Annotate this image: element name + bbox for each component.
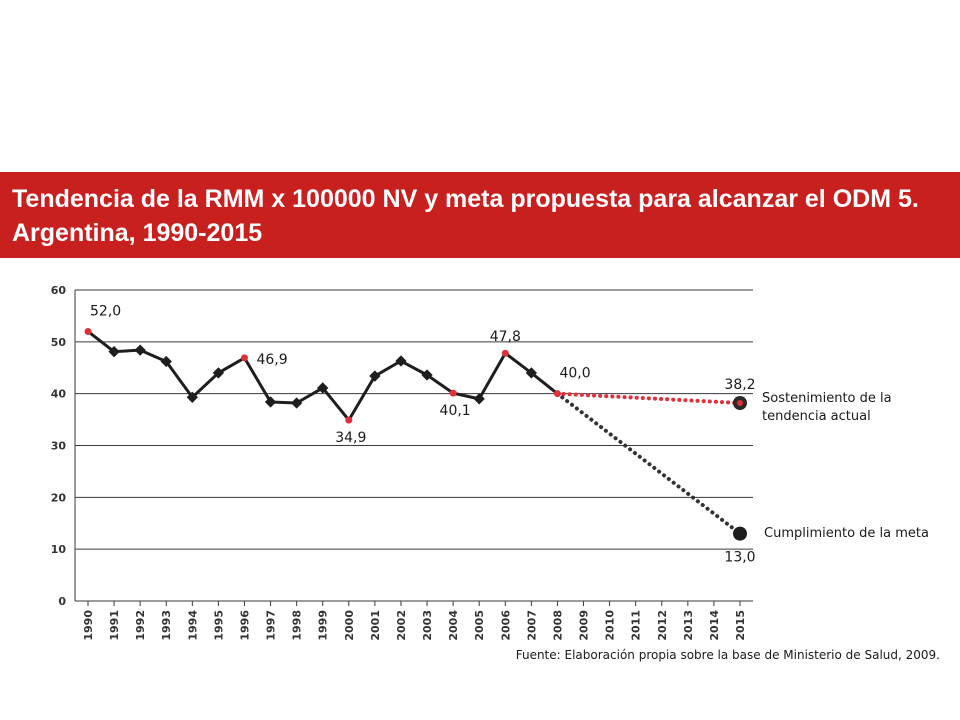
data-label: 38,2	[724, 377, 755, 393]
trend-annotation-line1: Sostenimiento de la	[762, 391, 892, 406]
y-tick-label: 10	[51, 543, 67, 556]
y-tick-label: 30	[51, 440, 67, 453]
point	[186, 391, 198, 403]
axes: 0 10 20 30 40 50 60 1990 1991 1992 1993 1994 1995 199…	[51, 284, 747, 641]
data-label: 13,0	[724, 550, 755, 566]
x-tick-label: 2014	[708, 610, 721, 641]
y-tick-label: 60	[51, 284, 67, 297]
x-tick-label: 2000	[343, 610, 356, 641]
x-tick-label: 1997	[265, 610, 278, 641]
x-tick-label: 1996	[238, 610, 251, 641]
x-tick-label: 2012	[656, 610, 669, 641]
data-label: 52,0	[90, 303, 121, 319]
point	[264, 396, 277, 408]
series-line-1	[555, 391, 742, 405]
line-chart: 0 10 20 30 40 50 60 1990 1991 1992 1993 1994 1995 199…	[51, 284, 940, 662]
x-tick-label: 1990	[82, 610, 95, 641]
x-tick-label: 2004	[447, 610, 460, 641]
x-tick-label: 1999	[317, 610, 330, 641]
x-tick-label: 2013	[682, 610, 695, 641]
x-tick-label: 2009	[578, 610, 591, 641]
data-label: 47,8	[490, 329, 521, 345]
x-tick-label: 2003	[421, 610, 434, 641]
goal-annotation: Cumplimiento de la meta	[764, 526, 929, 541]
x-tick-label: 1993	[160, 610, 173, 641]
x-tick-label: 2001	[369, 610, 382, 641]
point-highlight	[501, 349, 509, 357]
series-line-2	[555, 391, 742, 536]
y-tick-label: 50	[51, 336, 67, 349]
x-tick-label: 2008	[551, 610, 564, 641]
data-label: 34,9	[335, 430, 366, 446]
point	[421, 369, 433, 381]
point	[134, 344, 146, 356]
data-label: 46,9	[256, 352, 287, 368]
x-tick-label: 2010	[604, 610, 617, 641]
point	[473, 393, 485, 405]
gridlines	[75, 289, 753, 602]
series-line-0	[86, 329, 559, 422]
point-highlight	[449, 389, 457, 397]
data-label: 40,1	[440, 403, 471, 419]
x-tick-label: 1998	[291, 610, 304, 641]
x-tick-label: 2005	[473, 610, 486, 641]
trend-annotation-line2: tendencia actual	[762, 409, 871, 424]
trend-endpoint-core	[737, 399, 743, 406]
x-tick-label: 1994	[186, 610, 199, 641]
point-highlight	[240, 354, 248, 362]
x-tick-label: 1992	[134, 610, 147, 641]
point-highlight	[553, 390, 561, 398]
series	[84, 327, 747, 541]
point-highlight	[84, 327, 92, 335]
data-label: 40,0	[559, 366, 590, 382]
title-banner	[0, 172, 960, 258]
x-tick-label: 2002	[395, 610, 408, 641]
point	[525, 367, 538, 379]
source-note: Fuente: Elaboración propia sobre la base…	[516, 648, 940, 662]
x-tick-label: 2007	[525, 610, 538, 641]
x-tick-label: 2006	[499, 610, 512, 641]
y-tick-label: 40	[51, 388, 67, 401]
chart-title: Tendencia de la RMM x 100000 NV y meta p…	[12, 185, 919, 247]
goal-endpoint	[733, 526, 747, 541]
annotations: Sostenimiento de la tendencia actual Cum…	[762, 391, 929, 541]
point	[290, 397, 303, 409]
point-highlight	[345, 416, 353, 424]
x-tick-label: 2011	[630, 610, 643, 641]
x-tick-label: 1991	[108, 610, 121, 641]
data-labels: 52,0 46,9 34,9 40,1 47,8 40,0 38,2 13,0	[90, 303, 756, 565]
point	[212, 367, 225, 379]
x-tick-label: 2015	[734, 610, 747, 641]
x-tick-label: 1995	[212, 610, 225, 641]
y-tick-label: 0	[58, 595, 66, 608]
y-tick-label: 20	[51, 491, 67, 504]
